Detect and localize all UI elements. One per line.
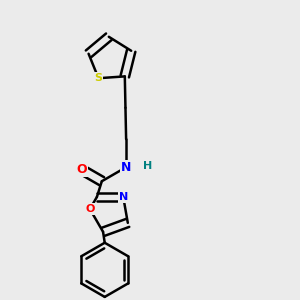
Text: O: O	[76, 163, 87, 176]
Text: O: O	[85, 204, 94, 214]
Text: N: N	[121, 161, 131, 174]
Text: N: N	[118, 192, 128, 202]
Text: H: H	[143, 160, 152, 171]
Text: S: S	[94, 73, 103, 83]
